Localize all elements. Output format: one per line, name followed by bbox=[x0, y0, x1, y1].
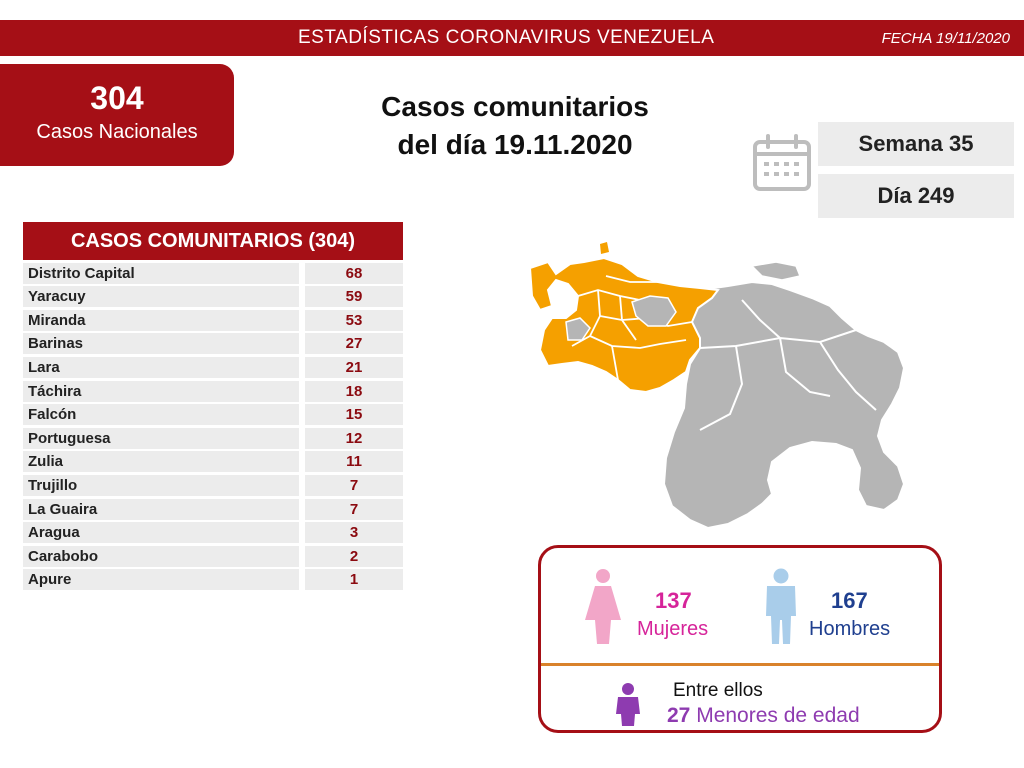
state-cases: 27 bbox=[305, 333, 403, 355]
community-cases-table: CASOS COMUNITARIOS (304) Distrito Capita… bbox=[23, 222, 403, 591]
table-title: CASOS COMUNITARIOS (304) bbox=[23, 222, 403, 260]
state-cases: 1 bbox=[305, 569, 403, 591]
state-name: Aragua bbox=[23, 522, 299, 544]
headline-line1: Casos comunitarios bbox=[381, 91, 649, 122]
man-icon bbox=[766, 568, 796, 644]
page-headline: Casos comunitarios del día 19.11.2020 bbox=[360, 88, 670, 164]
state-name: Lara bbox=[23, 356, 299, 378]
national-cases-count: 304 bbox=[90, 80, 144, 116]
state-name: Apure bbox=[23, 569, 299, 591]
map-region-other bbox=[631, 295, 677, 327]
state-cases: 21 bbox=[305, 356, 403, 378]
state-name: Carabobo bbox=[23, 545, 299, 567]
table-row: Falcón 15 bbox=[23, 404, 403, 426]
venezuela-map bbox=[528, 242, 906, 530]
woman-icon bbox=[585, 569, 621, 644]
map-region-affected bbox=[528, 256, 720, 394]
week-label: Semana 35 bbox=[818, 122, 1014, 166]
table-row: Miranda 53 bbox=[23, 309, 403, 331]
state-name: Distrito Capital bbox=[23, 262, 299, 284]
state-cases: 7 bbox=[305, 498, 403, 520]
state-cases: 12 bbox=[305, 427, 403, 449]
calendar-icon bbox=[753, 134, 811, 191]
table-row: Barinas 27 bbox=[23, 333, 403, 355]
men-label: Hombres bbox=[809, 618, 891, 640]
state-cases: 53 bbox=[305, 309, 403, 331]
map-region-other bbox=[750, 261, 802, 281]
header-date: FECHA 19/11/2020 bbox=[881, 30, 1010, 47]
state-cases: 11 bbox=[305, 451, 403, 473]
state-cases: 7 bbox=[305, 474, 403, 496]
table-row: Apure 1 bbox=[23, 569, 403, 591]
table-row: Portuguesa 12 bbox=[23, 427, 403, 449]
gender-summary-box: 137 Mujeres 167 Hombres Entre ellos 27 M… bbox=[538, 545, 942, 733]
national-cases-label: Casos Nacionales bbox=[36, 121, 198, 143]
child-icon bbox=[616, 683, 640, 726]
minors-label: Menores de edad bbox=[696, 704, 860, 727]
divider bbox=[541, 663, 939, 666]
minors-count: 27 bbox=[667, 704, 691, 727]
state-cases: 3 bbox=[305, 522, 403, 544]
state-cases: 18 bbox=[305, 380, 403, 402]
state-cases: 59 bbox=[305, 286, 403, 308]
men-count: 167 bbox=[831, 588, 868, 613]
table-row: Trujillo 7 bbox=[23, 474, 403, 496]
state-name: Trujillo bbox=[23, 474, 299, 496]
table-row: La Guaira 7 bbox=[23, 498, 403, 520]
table-row: Carabobo 2 bbox=[23, 545, 403, 567]
national-cases-box: 304 Casos Nacionales bbox=[0, 64, 234, 166]
state-name: Miranda bbox=[23, 309, 299, 331]
state-name: Yaracuy bbox=[23, 286, 299, 308]
women-label: Mujeres bbox=[637, 618, 709, 640]
map-region-other bbox=[565, 317, 591, 341]
table-row: Táchira 18 bbox=[23, 380, 403, 402]
table-row: Zulia 11 bbox=[23, 451, 403, 473]
state-name: Barinas bbox=[23, 333, 299, 355]
header-title: ESTADÍSTICAS CORONAVIRUS VENEZUELA bbox=[298, 27, 715, 48]
map-region-border bbox=[699, 299, 877, 431]
state-name: Táchira bbox=[23, 380, 299, 402]
minors-intro: Entre ellos bbox=[673, 680, 763, 701]
state-cases: 68 bbox=[305, 262, 403, 284]
headline-line2: del día 19.11.2020 bbox=[397, 129, 633, 160]
state-name: Zulia bbox=[23, 451, 299, 473]
state-cases: 15 bbox=[305, 404, 403, 426]
table-row: Lara 21 bbox=[23, 356, 403, 378]
header-bar: ESTADÍSTICAS CORONAVIRUS VENEZUELA FECHA… bbox=[0, 20, 1024, 56]
women-count: 137 bbox=[655, 588, 692, 613]
map-island bbox=[600, 242, 609, 254]
state-name: Portuguesa bbox=[23, 427, 299, 449]
state-name: Falcón bbox=[23, 404, 299, 426]
state-cases: 2 bbox=[305, 545, 403, 567]
day-label: Día 249 bbox=[818, 174, 1014, 218]
table-row: Distrito Capital 68 bbox=[23, 262, 403, 284]
minors-line: 27 Menores de edad bbox=[667, 704, 860, 728]
state-name: La Guaira bbox=[23, 498, 299, 520]
table-row: Yaracuy 59 bbox=[23, 286, 403, 308]
table-row: Aragua 3 bbox=[23, 522, 403, 544]
